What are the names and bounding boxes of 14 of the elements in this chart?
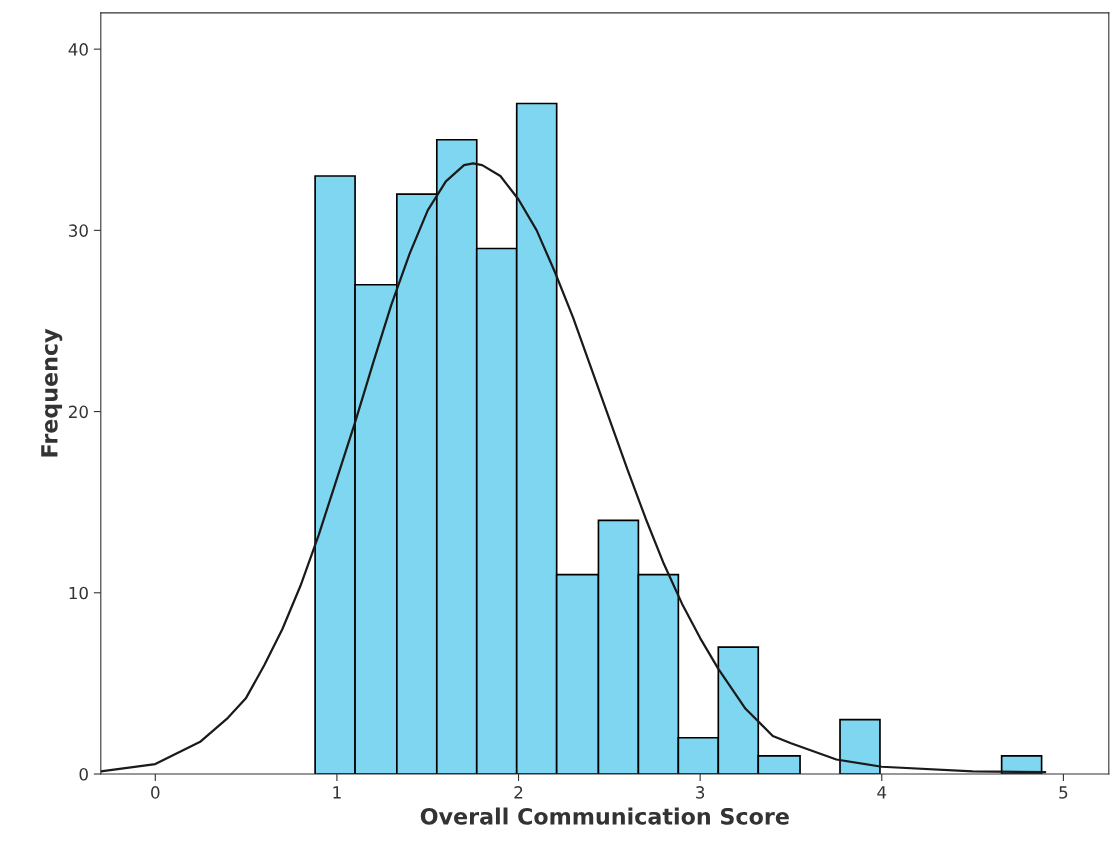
- x-tick-label: 3: [696, 786, 705, 799]
- y-tick-label: 10: [69, 586, 88, 600]
- x-tick-label: 2: [514, 786, 523, 799]
- y-axis-title: Frequency: [41, 328, 63, 457]
- x-tick-label: 1: [333, 786, 341, 799]
- y-tick-label: 20: [69, 405, 88, 419]
- line-series: [100, 162, 1047, 774]
- x-tick-label: 4: [877, 786, 887, 799]
- y-tick-label: 40: [68, 43, 88, 56]
- x-axis-title: Overall Communication Score: [420, 807, 789, 825]
- y-tick-label: 30: [69, 224, 88, 237]
- x-tick-label: 5: [1059, 786, 1068, 799]
- y-tick-label: 0: [79, 767, 88, 781]
- x-tick-label: 0: [151, 786, 160, 799]
